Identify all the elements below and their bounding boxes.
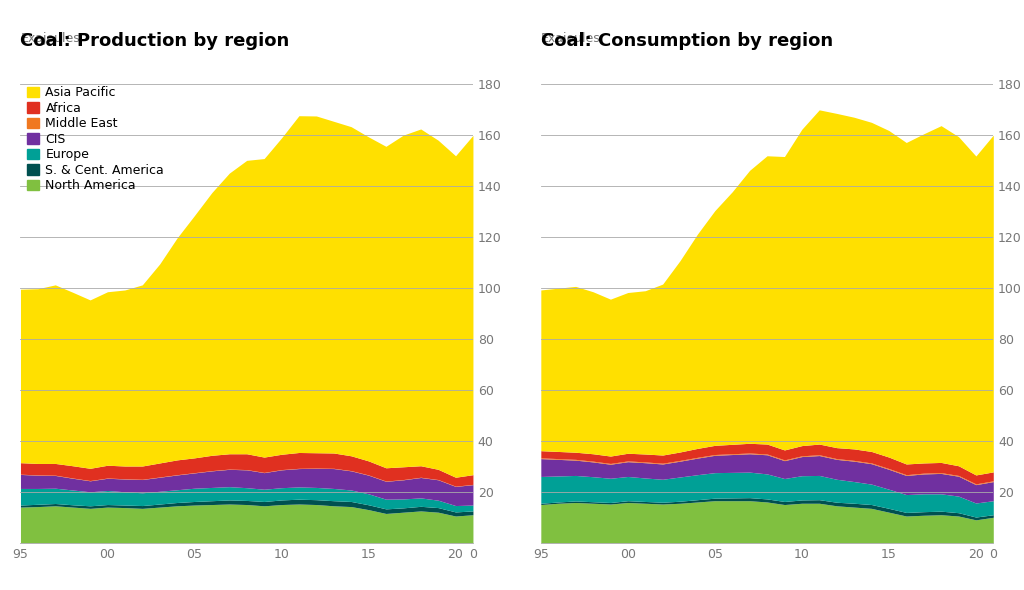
Text: Exajoules: Exajoules: [20, 32, 80, 45]
Legend: Asia Pacific, Africa, Middle East, CIS, Europe, S. & Cent. America, North Americ: Asia Pacific, Africa, Middle East, CIS, …: [27, 87, 164, 192]
Text: Coal: Production by region: Coal: Production by region: [20, 32, 290, 50]
Text: Exajoules: Exajoules: [541, 32, 600, 45]
Text: Coal: Consumption by region: Coal: Consumption by region: [541, 32, 833, 50]
